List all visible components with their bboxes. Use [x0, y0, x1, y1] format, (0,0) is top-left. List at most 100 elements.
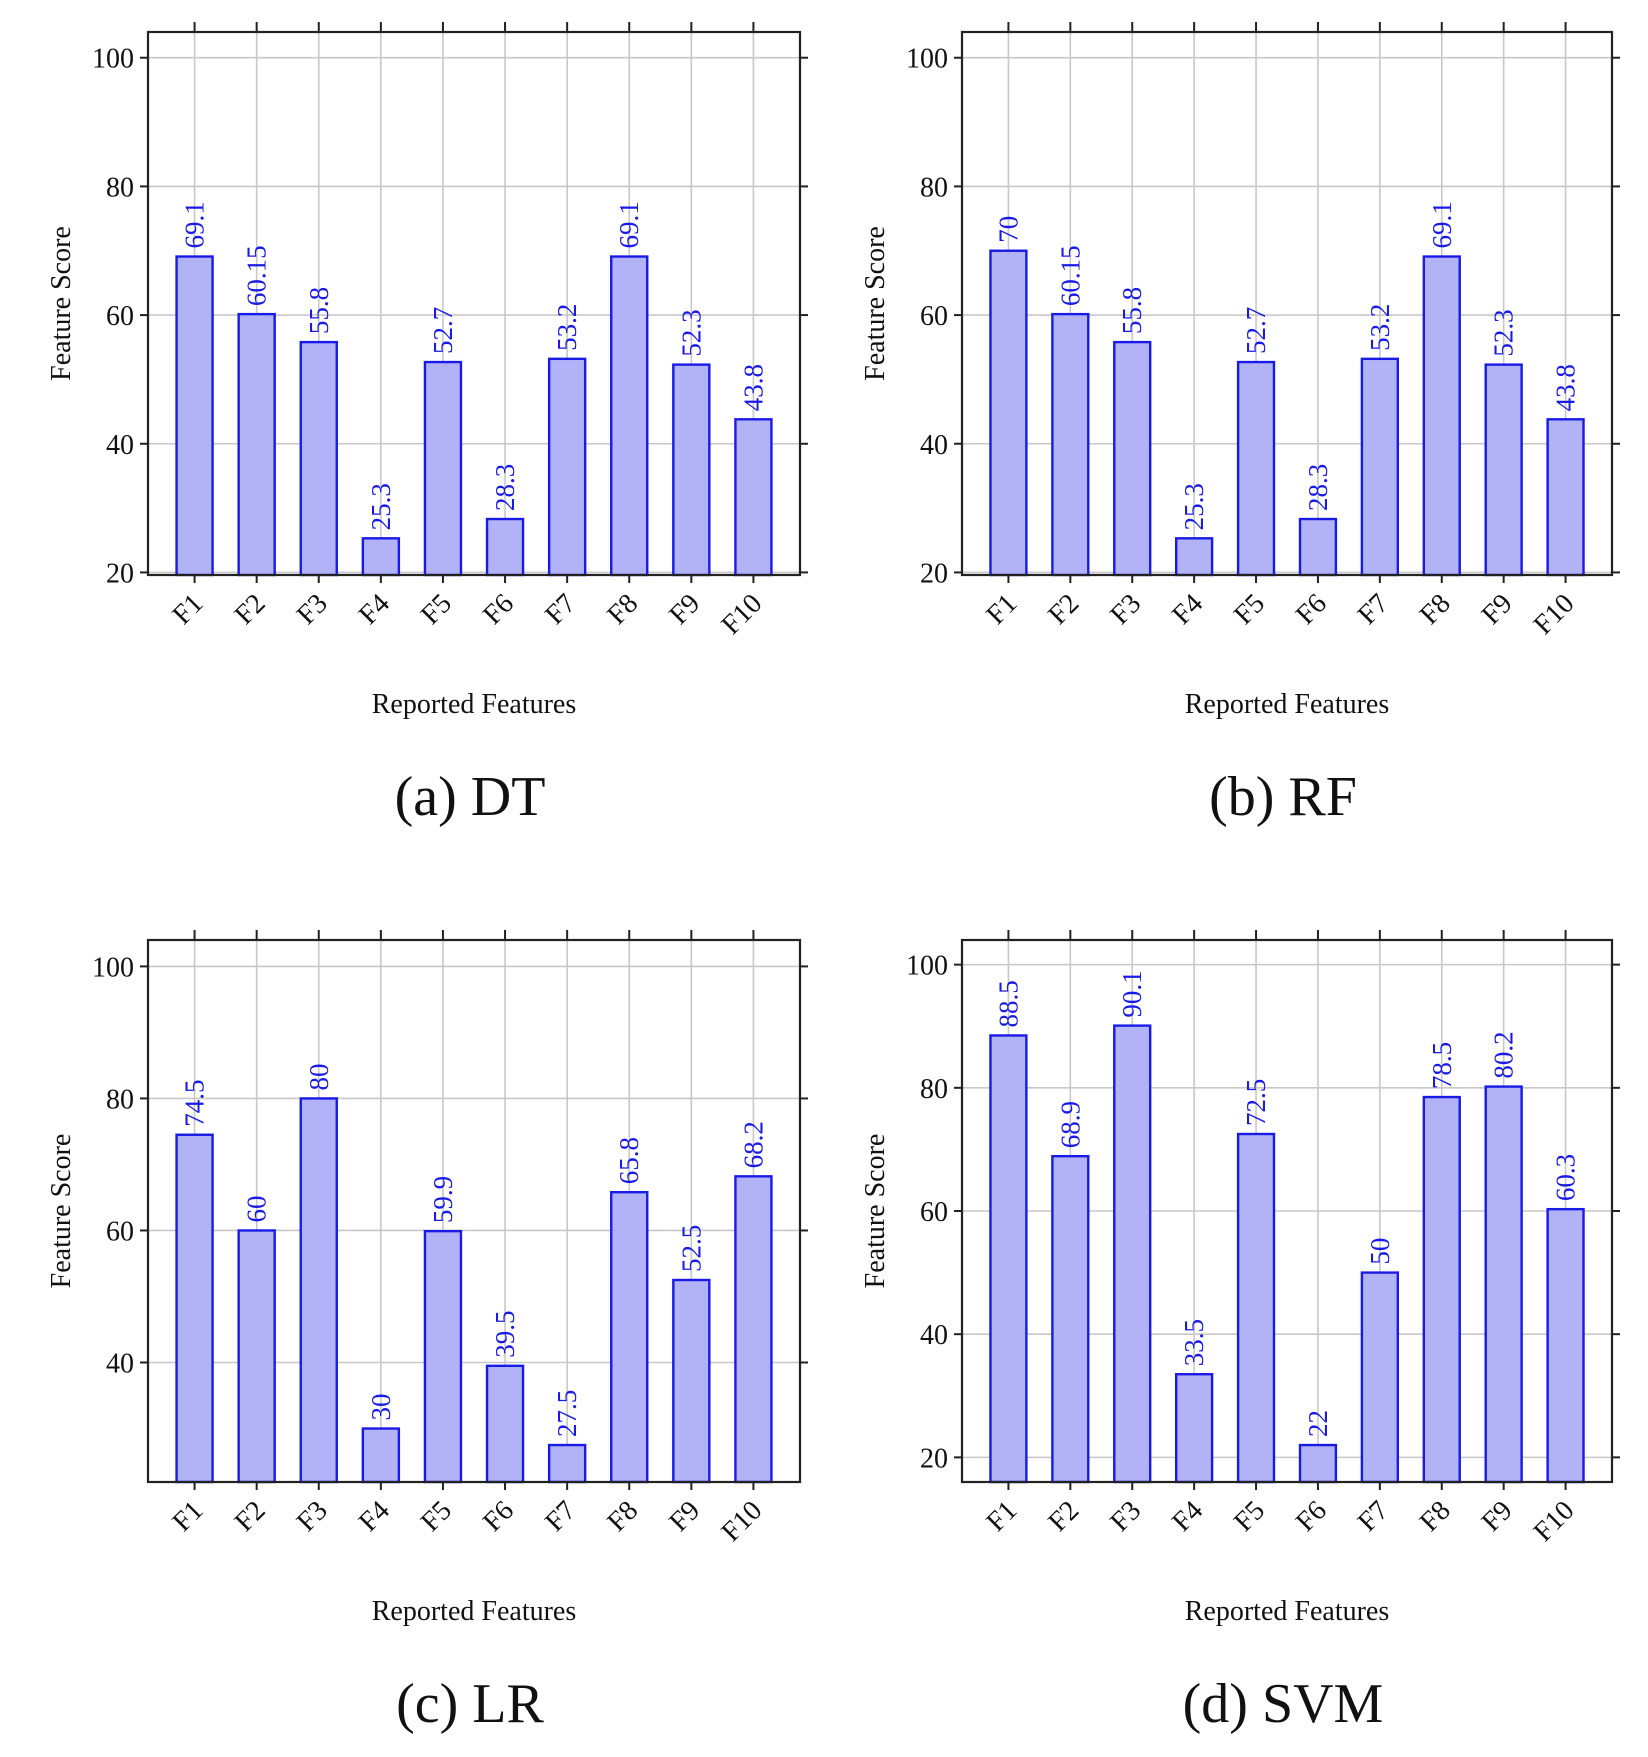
bar-value-label: 43.8 [1551, 364, 1581, 411]
bar-F3 [1113, 1024, 1152, 1484]
bar-F3 [1113, 340, 1152, 577]
y-tick-label: 100 [92, 952, 134, 983]
bar-value-label: 74.5 [180, 1080, 210, 1127]
x-tick-label: F10 [1528, 588, 1581, 641]
x-tick-label: F9 [663, 1495, 706, 1538]
bar-F6 [1298, 1443, 1338, 1484]
x-tick-label: F4 [1166, 588, 1209, 631]
y-tick-label: 60 [920, 1197, 948, 1228]
bar-F6 [485, 1364, 525, 1484]
bar-F4 [1174, 1373, 1214, 1484]
bar-F6 [1298, 517, 1338, 577]
bar-value-label: 68.9 [1055, 1101, 1085, 1148]
chart-panel-2: 70 60.15 55.8 25.3 52.7 28.3 53.2 69.1 52.3 43.8 2… [860, 22, 1620, 828]
bar-value-label: 30 [366, 1394, 396, 1421]
panel-caption: (a) DT [395, 766, 546, 828]
bar-F9 [1484, 1085, 1523, 1484]
panel-caption: (b) RF [1209, 766, 1357, 828]
bar-F5 [423, 1229, 463, 1484]
bar-value-label: 50 [1365, 1238, 1395, 1265]
bar-F10 [1546, 1207, 1585, 1484]
y-tick-label: 40 [106, 1349, 134, 1380]
bar-F8 [1422, 255, 1461, 577]
bar-F10 [734, 418, 773, 577]
bar-F5 [423, 360, 463, 577]
chart-panel-3: 74.5 60 80 30 59.9 39.5 27.5 65.8 52.5 68.2 40 60 80… [46, 930, 808, 1735]
bar-value-label: 39.5 [490, 1311, 520, 1358]
bar-value-label: 53.2 [552, 304, 582, 351]
bar-value-label: 28.3 [490, 464, 520, 511]
bar-value-label: 28.3 [1303, 464, 1333, 511]
bar-value-label: 55.8 [1117, 287, 1147, 334]
bar-F6 [485, 517, 525, 577]
bar-F5 [1236, 360, 1276, 577]
y-tick-label: 40 [920, 430, 948, 461]
y-axis-title: Feature Score [860, 1134, 891, 1289]
bar-value-label: 88.5 [993, 980, 1023, 1027]
y-tick-label: 80 [106, 1084, 134, 1115]
x-tick-label: F4 [353, 1495, 396, 1538]
x-tick-label: F9 [663, 588, 706, 631]
bar-value-label: 33.5 [1179, 1319, 1209, 1366]
bar-F4 [1174, 537, 1214, 577]
bar-value-label: 55.8 [304, 287, 334, 334]
x-tick-label: F8 [601, 1495, 644, 1538]
x-tick-label: F7 [539, 1495, 582, 1538]
bar-value-label: 25.3 [1179, 483, 1209, 530]
y-axis-title: Feature Score [860, 226, 891, 381]
y-tick-label: 60 [106, 1216, 134, 1247]
x-axis-title: Reported Features [1185, 689, 1390, 720]
x-tick-label: F5 [1228, 1495, 1271, 1538]
x-tick-label: F5 [415, 1495, 458, 1538]
x-tick-label: F5 [1228, 588, 1271, 631]
bar-value-label: 69.1 [1427, 201, 1457, 248]
bar-F7 [547, 1443, 587, 1484]
x-tick-label: F9 [1476, 588, 1519, 631]
y-tick-label: 60 [106, 301, 134, 332]
bar-value-label: 80.2 [1489, 1031, 1519, 1078]
bar-value-label: 52.3 [1489, 309, 1519, 356]
x-tick-label: F2 [229, 1495, 272, 1538]
y-tick-label: 60 [920, 301, 948, 332]
x-tick-label: F3 [291, 588, 334, 631]
bar-value-label: 52.3 [676, 309, 706, 356]
y-tick-label: 40 [920, 1320, 948, 1351]
x-tick-label: F8 [601, 588, 644, 631]
bar-F10 [734, 1175, 773, 1484]
bar-F7 [1360, 1271, 1400, 1484]
bar-value-label: 60.15 [1055, 245, 1085, 306]
x-tick-label: F2 [1042, 588, 1085, 631]
bar-F7 [1360, 357, 1400, 577]
bar-value-label: 78.5 [1427, 1042, 1457, 1089]
panel-caption: (c) LR [396, 1673, 544, 1735]
x-tick-label: F10 [1528, 1495, 1581, 1548]
bar-value-label: 25.3 [366, 483, 396, 530]
x-axis-title: Reported Features [1185, 1596, 1390, 1627]
y-tick-label: 100 [92, 44, 134, 75]
x-tick-label: F8 [1414, 588, 1457, 631]
x-tick-label: F3 [1104, 588, 1147, 631]
chart-panel-1: 69.1 60.15 55.8 25.3 52.7 28.3 53.2 69.1 52.3 43.… [46, 22, 808, 828]
chart-panel-4: 88.5 68.9 90.1 33.5 72.5 22 50 78.5 80.2 60.3 20 40… [860, 930, 1620, 1735]
y-axis-title: Feature Score [46, 1134, 77, 1289]
y-tick-label: 40 [106, 430, 134, 461]
bar-F3 [299, 340, 338, 577]
x-tick-label: F1 [167, 1495, 210, 1538]
bar-value-label: 90.1 [1117, 970, 1147, 1017]
x-tick-label: F2 [1042, 1495, 1085, 1538]
bar-F1 [175, 1133, 214, 1484]
y-tick-label: 80 [106, 172, 134, 203]
bar-F7 [547, 357, 587, 577]
x-tick-label: F1 [981, 588, 1024, 631]
x-tick-label: F8 [1414, 1495, 1457, 1538]
bar-value-label: 72.5 [1241, 1079, 1271, 1126]
bar-value-label: 59.9 [428, 1176, 458, 1223]
plot-frame [146, 30, 802, 577]
bar-value-label: 69.1 [614, 201, 644, 248]
y-tick-label: 80 [920, 1074, 948, 1105]
x-tick-label: F10 [716, 588, 769, 641]
y-tick-label: 80 [920, 172, 948, 203]
x-tick-label: F4 [353, 588, 396, 631]
y-tick-label: 100 [906, 44, 948, 75]
bar-F2 [237, 1229, 276, 1484]
